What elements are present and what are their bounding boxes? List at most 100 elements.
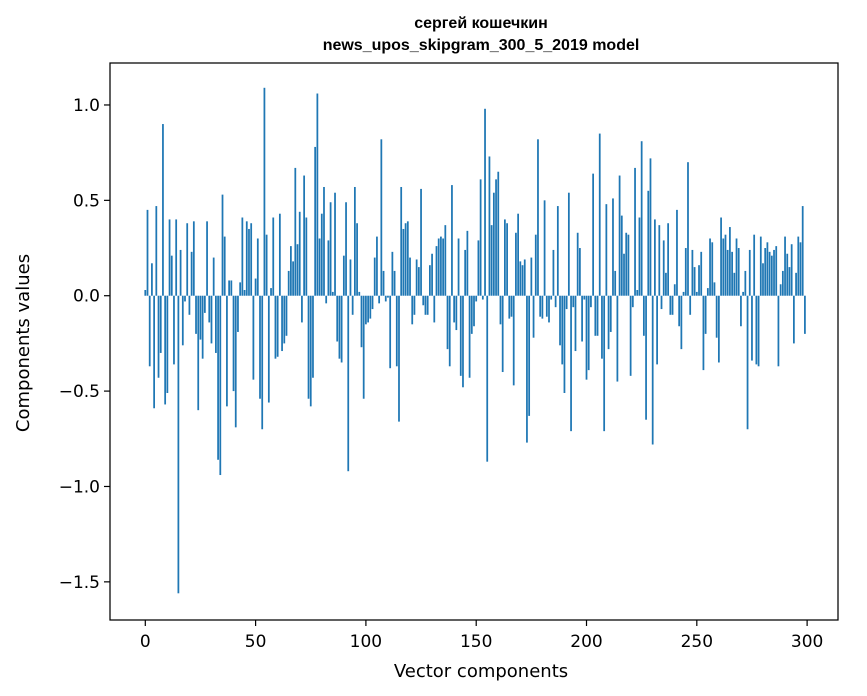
bar-259 (715, 295, 718, 338)
bar-216 (620, 215, 623, 296)
bar-67 (292, 261, 294, 296)
bar-8 (162, 124, 164, 296)
bar-179 (539, 295, 542, 317)
bar-131 (433, 295, 436, 323)
bar-160 (497, 171, 500, 296)
bar-239 (671, 295, 674, 315)
bar-81 (323, 186, 325, 296)
bar-238 (669, 295, 672, 315)
bar-146 (466, 230, 469, 296)
bar-171 (521, 265, 524, 296)
x-tick-label: 200 (570, 632, 602, 652)
bar-73 (305, 217, 308, 296)
bar-248 (691, 249, 694, 296)
bar-187 (556, 206, 559, 296)
bar-222 (634, 167, 636, 296)
bar-28 (206, 221, 208, 296)
bar-54 (263, 87, 266, 296)
bar-62 (281, 295, 283, 352)
bar-190 (563, 295, 566, 393)
bar-289 (781, 270, 784, 296)
bar-143 (459, 295, 462, 376)
bar-17 (181, 295, 184, 346)
bar-76 (312, 295, 314, 378)
bar-211 (609, 295, 612, 332)
bar-16 (179, 249, 182, 296)
bar-69 (296, 244, 299, 296)
bar-202 (590, 295, 592, 308)
bar-206 (598, 133, 601, 296)
bar-72 (303, 175, 306, 296)
bar-297 (799, 242, 802, 296)
bar-268 (735, 238, 738, 296)
bar-188 (559, 295, 561, 346)
bar-299 (804, 295, 806, 334)
bar-35 (221, 194, 224, 296)
bar-10 (166, 295, 169, 393)
bar-249 (693, 267, 696, 296)
bar-293 (790, 244, 793, 296)
bar-154 (484, 108, 486, 296)
bar-45 (243, 290, 246, 296)
bar-22 (192, 221, 195, 296)
bar-208 (603, 295, 606, 432)
bar-241 (676, 209, 678, 296)
bar-225 (640, 141, 643, 296)
bar-56 (267, 295, 270, 403)
bar-246 (687, 162, 689, 296)
bar-285 (773, 249, 775, 296)
bar-136 (444, 225, 447, 296)
bar-1 (146, 209, 149, 296)
bar-184 (550, 295, 553, 300)
bar-243 (680, 295, 683, 350)
bar-43 (239, 282, 242, 296)
bar-232 (656, 295, 658, 365)
y-axis-ticks: −1.5 −1.0 −0.5 0.0 0.5 1.0 (59, 96, 110, 593)
bar-47 (248, 228, 250, 296)
bar-264 (726, 249, 729, 296)
bar-240 (673, 284, 676, 296)
bar-25 (199, 295, 202, 340)
bar-177 (534, 234, 537, 296)
bar-12 (170, 255, 173, 296)
x-tick-label: 300 (791, 632, 823, 652)
bar-158 (492, 192, 495, 296)
bar-134 (440, 236, 442, 296)
x-tick-label: 250 (681, 632, 713, 652)
bar-162 (501, 295, 504, 373)
bar-220 (629, 295, 632, 376)
bar-169 (517, 213, 519, 296)
bar-245 (684, 248, 687, 296)
bar-114 (395, 295, 398, 367)
bar-99 (362, 295, 365, 399)
bar-6 (157, 295, 160, 378)
bar-106 (378, 295, 381, 304)
bar-265 (729, 227, 731, 296)
bar-280 (762, 263, 764, 296)
bar-71 (301, 295, 303, 323)
x-tick-label: 0 (140, 632, 151, 652)
bar-148 (470, 295, 473, 334)
bar-82 (325, 295, 328, 304)
bar-55 (265, 234, 268, 296)
bar-217 (623, 253, 625, 296)
bar-98 (360, 295, 363, 348)
bar-218 (625, 232, 628, 296)
bar-278 (757, 295, 760, 367)
bar-117 (402, 228, 405, 296)
bar-119 (406, 221, 409, 296)
bar-105 (376, 236, 378, 296)
bar-86 (334, 192, 336, 296)
bar-251 (698, 265, 700, 296)
bar-9 (164, 295, 167, 405)
axes-frame (109, 62, 839, 621)
bar-296 (797, 236, 800, 296)
y-tick-label: −1.5 (59, 573, 100, 593)
bar-244 (682, 291, 685, 296)
bar-212 (612, 198, 614, 296)
x-axis-label: Vector components (394, 661, 568, 682)
bar-87 (336, 295, 339, 342)
bar-23 (195, 295, 197, 334)
bar-42 (237, 295, 239, 332)
